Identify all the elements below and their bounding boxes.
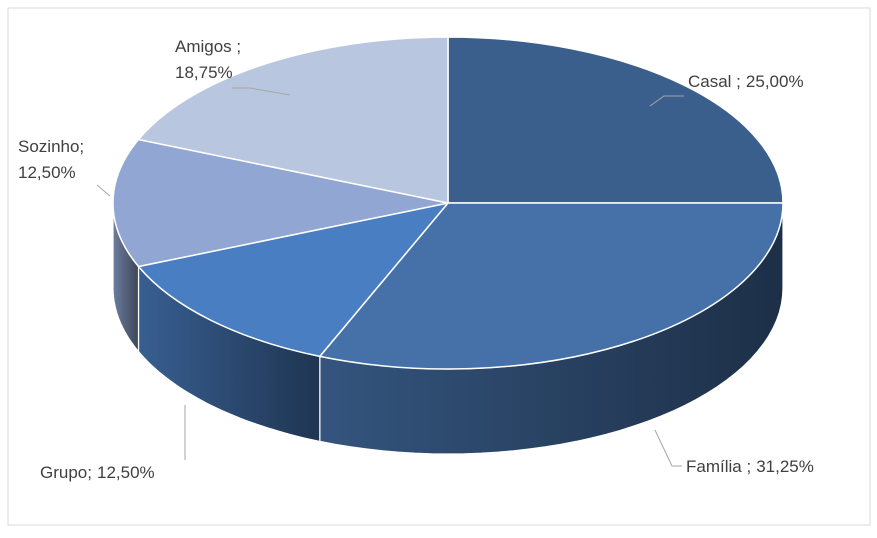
slice	[112, 138, 449, 268]
label-value: 12,50%	[18, 163, 76, 182]
data-label: Casal ; 25,00%	[688, 72, 804, 91]
label-category: Grupo;	[40, 463, 92, 482]
leader-line	[96, 184, 111, 197]
data-label: Sozinho; 12,50%	[18, 137, 84, 182]
leader-line	[649, 95, 684, 107]
label-value: 31,25%	[756, 457, 814, 476]
slice	[137, 201, 450, 358]
label-value: 12,50%	[97, 463, 155, 482]
data-label: Família ; 31,25%	[686, 457, 814, 476]
slice	[318, 202, 784, 370]
leader-line	[232, 87, 291, 96]
label-value: 25,00%	[746, 72, 804, 91]
data-label: Amigos ; 18,75%	[175, 37, 241, 82]
slice	[137, 36, 449, 204]
data-label: Grupo; 12,50%	[40, 463, 155, 482]
label-category: Sozinho;	[18, 137, 84, 156]
label-category: Amigos ;	[175, 37, 241, 56]
label-category: Família ;	[686, 457, 751, 476]
slice	[447, 36, 784, 204]
label-category: Casal ;	[688, 72, 741, 91]
label-value: 18,75%	[175, 63, 233, 82]
leader-line	[654, 429, 682, 467]
